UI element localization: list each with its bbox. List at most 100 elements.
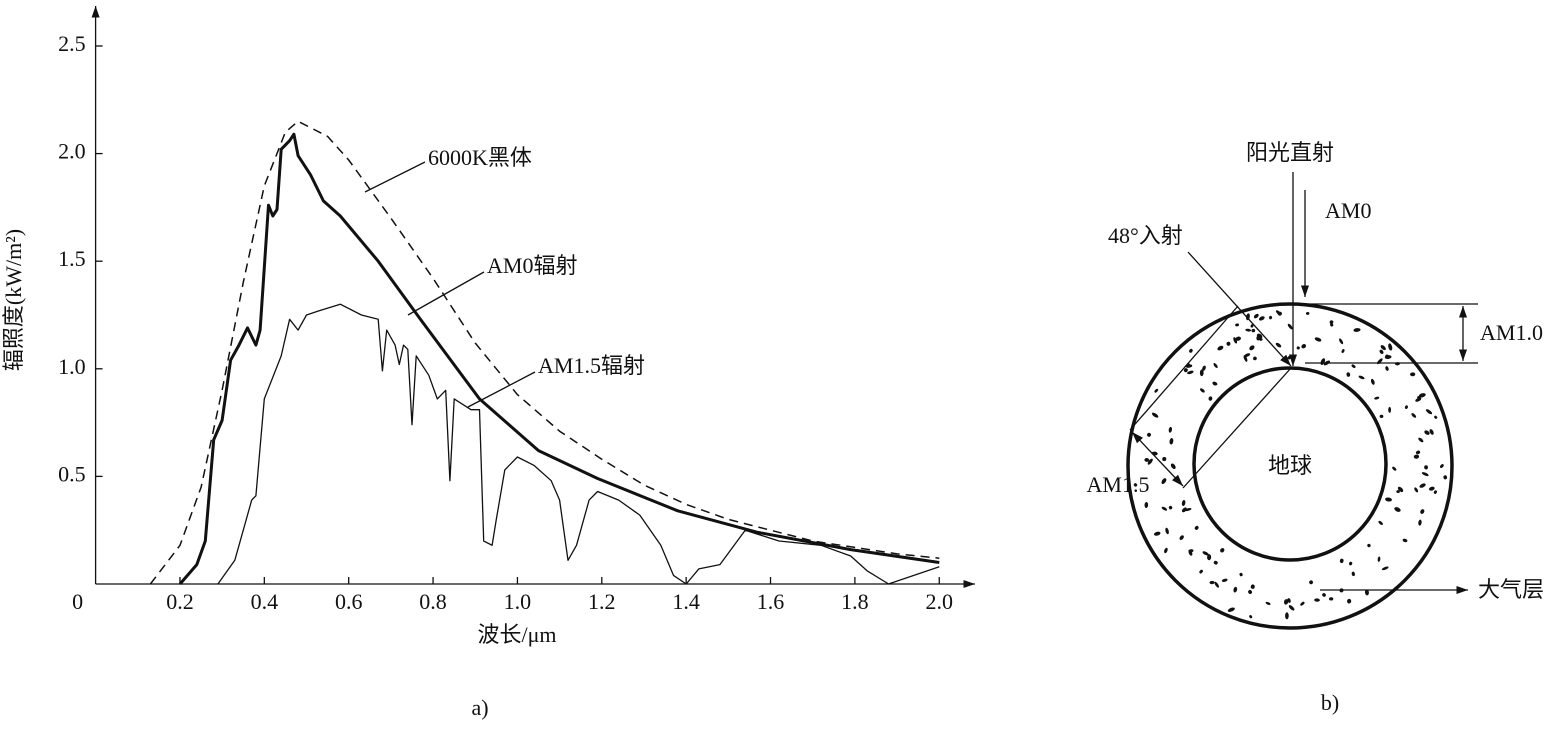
particle — [1404, 405, 1408, 410]
particle — [1199, 569, 1203, 574]
am15-span — [1131, 431, 1184, 487]
particle — [1381, 566, 1389, 571]
label: AM1.0 — [1480, 320, 1543, 345]
particle — [1161, 506, 1168, 511]
particle — [1374, 396, 1380, 400]
particle — [1410, 372, 1416, 377]
particle — [1341, 349, 1345, 354]
particle — [1233, 337, 1238, 344]
particle — [1287, 598, 1291, 603]
particle — [1154, 388, 1159, 393]
series-annotation: AM0辐射 — [487, 253, 577, 278]
particle — [1385, 354, 1389, 359]
air-mass-diagram: 阳光直射 AM0 48°入射 AM1.0 AM1.5 地球 大气层 b) — [1087, 140, 1544, 715]
particle — [1388, 343, 1393, 351]
particle — [1376, 358, 1383, 365]
series-line — [178, 132, 940, 585]
particle — [1256, 333, 1263, 339]
particle — [1265, 601, 1271, 605]
particle — [1244, 353, 1251, 358]
label: AM0 — [1325, 198, 1371, 223]
particle — [1275, 342, 1282, 348]
particle — [1235, 336, 1242, 341]
particle — [1330, 323, 1334, 327]
particle — [1285, 612, 1289, 620]
y-tick-label: 2.0 — [58, 139, 86, 164]
particle — [1189, 348, 1193, 353]
particle — [1351, 571, 1355, 577]
particle — [1418, 393, 1426, 398]
earth — [1192, 366, 1388, 562]
particle — [1415, 397, 1422, 402]
spectrum-chart: 波长/μm 辐照度(kW/m²) 6000K黑体 AM0辐射 AM1.5辐射 a… — [1, 6, 975, 720]
particle — [1418, 437, 1424, 443]
reference-line — [1182, 367, 1292, 489]
series-line — [149, 120, 940, 585]
y-tick-label: 1.5 — [58, 246, 86, 271]
label: 阳光直射 — [1246, 140, 1334, 165]
particle — [1370, 378, 1375, 385]
reference-line — [1129, 305, 1239, 431]
x-tick-label: 1.6 — [757, 589, 785, 614]
particle — [1287, 355, 1292, 360]
x-tick-label: 0.2 — [166, 589, 194, 614]
particle — [1392, 466, 1397, 471]
particle — [1220, 548, 1225, 553]
particle — [1153, 531, 1161, 536]
particle — [1346, 372, 1351, 377]
particle — [1377, 556, 1381, 562]
particle — [1214, 581, 1220, 588]
particle — [1339, 338, 1344, 345]
particle — [1249, 615, 1253, 619]
particle — [1424, 465, 1428, 470]
particle — [1424, 430, 1430, 435]
particle — [1434, 415, 1438, 419]
particle — [1251, 328, 1256, 333]
leader-line — [407, 271, 485, 316]
particle — [1300, 601, 1305, 606]
x-axis-label: 波长/μm — [477, 622, 556, 647]
particle — [1364, 589, 1369, 596]
x-tick-label: 1.0 — [504, 589, 532, 614]
particle — [1250, 324, 1254, 328]
y-tick-label: 2.5 — [58, 31, 86, 56]
particle — [1347, 598, 1352, 604]
particle — [1144, 501, 1149, 508]
particle — [1188, 549, 1193, 556]
particle — [1420, 509, 1425, 514]
particle — [1213, 363, 1218, 368]
particle — [1245, 328, 1252, 332]
particle — [1199, 369, 1204, 377]
particle — [1339, 558, 1344, 564]
particle — [1208, 396, 1213, 401]
particle — [1396, 490, 1400, 494]
particle — [1227, 607, 1235, 612]
particle — [1233, 586, 1238, 593]
particle — [1213, 560, 1218, 565]
x-tick-label: 0.6 — [335, 589, 363, 614]
particle — [1329, 320, 1334, 325]
particle — [1209, 580, 1215, 585]
particle — [1415, 450, 1421, 455]
leader-line — [364, 161, 426, 193]
caption: b) — [1321, 690, 1339, 715]
particle — [1187, 370, 1194, 375]
particle — [1284, 599, 1289, 605]
particle — [1277, 311, 1282, 316]
x-tick-label: 1.2 — [588, 589, 616, 614]
particle — [1164, 547, 1168, 554]
particle — [1194, 525, 1199, 530]
oblique-ray — [1187, 251, 1292, 367]
particle — [1433, 490, 1437, 494]
particle — [1221, 578, 1228, 582]
particle — [1358, 375, 1365, 380]
particle — [1414, 487, 1419, 493]
label: 大气层 — [1478, 577, 1544, 602]
particle — [1428, 486, 1435, 491]
particle — [1169, 438, 1174, 445]
particle — [1411, 413, 1417, 418]
particle — [1253, 313, 1259, 319]
particle — [1440, 464, 1444, 468]
particle — [1217, 345, 1224, 351]
